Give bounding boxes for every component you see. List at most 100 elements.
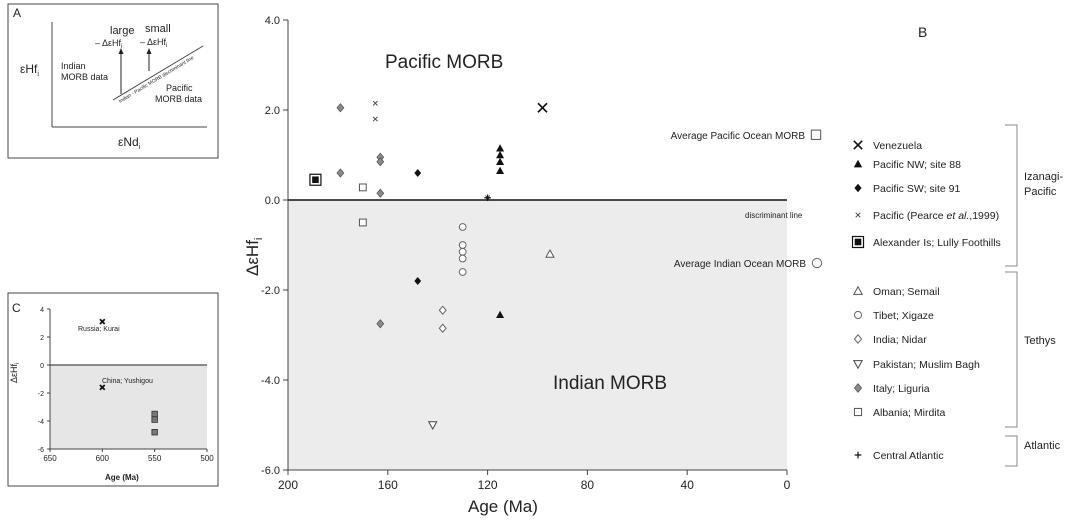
panel-c-points — [99, 318, 158, 436]
data-point — [496, 310, 505, 318]
legend-groups: Izanagi- Pacific Tethys Atlantic — [1005, 124, 1063, 467]
data-point — [438, 323, 447, 334]
data-points — [309, 100, 555, 431]
legend-label: Pakistan; Muslim Bagh — [873, 359, 980, 371]
panel-c-y-label: ΔεHfi — [9, 363, 21, 383]
data-point — [372, 116, 378, 122]
y-axis-label: ΔεHfi — [243, 238, 265, 276]
legend-marker — [853, 310, 863, 320]
panel-a-letter: A — [13, 6, 21, 20]
data-point — [496, 151, 505, 159]
panel-c-x-tick-label: 550 — [148, 454, 162, 463]
data-point — [458, 247, 467, 256]
data-point — [376, 188, 385, 198]
legend-marker — [855, 212, 861, 218]
legend-marker — [854, 183, 862, 193]
x-tick-label: 160 — [378, 478, 398, 492]
panel-c-point — [99, 318, 106, 325]
panel-a-large-arrowhead — [118, 48, 124, 54]
x-tick-label: 80 — [581, 478, 595, 492]
panel-c-point — [151, 410, 158, 418]
legend-label: Alexander Is; Lully Foothills — [873, 237, 1001, 249]
panel-a-indian-2: MORB data — [61, 72, 108, 82]
legend-group-label: Tethys — [1024, 335, 1056, 347]
y-tick-label: -2.0 — [261, 285, 280, 297]
panel-a-discriminant-line — [112, 45, 204, 101]
panel-c-x-label: Age (Ma) — [105, 473, 139, 482]
panel-c-label-russia: Russia; Kurai — [78, 326, 120, 333]
panel-c-indian-region — [50, 365, 207, 449]
panel-a-frame — [7, 3, 219, 159]
panel-c-x-tick-label: 650 — [43, 454, 57, 463]
data-point — [496, 166, 505, 174]
data-point — [496, 157, 505, 165]
legend-marker — [853, 334, 863, 344]
panel-c-y-tick-label: 0 — [40, 363, 44, 370]
data-point — [336, 103, 345, 113]
panel-b-letter: B — [918, 24, 927, 40]
data-point — [458, 268, 467, 276]
panel-a-small-delta: – ΔεHfi — [140, 37, 167, 49]
data-point — [358, 183, 367, 192]
panel-a-y-label: εHfi — [20, 62, 39, 78]
y-tick-label: 2.0 — [265, 105, 280, 117]
legend-marker — [853, 407, 863, 417]
indian-morb-region — [288, 200, 787, 470]
data-point — [438, 305, 447, 316]
panel-c-point — [151, 416, 158, 423]
data-point — [376, 157, 385, 167]
legend-label: Oman; Semail — [873, 286, 940, 298]
legend-label: Central Atlantic — [873, 450, 944, 462]
legend-group-bracket — [1005, 124, 1018, 267]
legend-label: Venezuela — [873, 140, 922, 152]
x-tick-label: 40 — [681, 478, 695, 492]
panel-c-x-tick-label: 600 — [96, 454, 110, 463]
panel-a-small-arrowhead — [146, 48, 152, 54]
legend-marker — [852, 285, 864, 295]
legend-marker — [853, 140, 863, 150]
y-ticks: 4.0 2.0 0.0 -2.0 -4.0 -6.0 — [261, 15, 288, 477]
data-point — [309, 173, 322, 186]
panel-c-point — [151, 428, 158, 436]
legend-marker — [853, 383, 863, 393]
data-point — [496, 144, 505, 152]
panel-c-y-tick-label: -6 — [38, 447, 44, 454]
average-marker — [811, 257, 823, 269]
legend-label: India; Nidar — [873, 334, 927, 346]
panel-a-large-label: large — [110, 25, 134, 37]
legend-group-label: Atlantic — [1024, 440, 1061, 452]
average-label: Average Indian Ocean MORB — [674, 259, 806, 270]
y-tick-label: -6.0 — [261, 465, 280, 477]
legend-label: Pacific (Pearce et al.,1999) — [873, 210, 999, 222]
data-point — [458, 241, 467, 249]
data-point — [414, 277, 422, 285]
x-tick-label: 120 — [478, 478, 498, 492]
panel-c-letter: C — [12, 301, 21, 315]
x-tick-label: 200 — [278, 478, 298, 492]
legend-group-label: Izanagi- — [1024, 171, 1063, 183]
legend-marker — [854, 451, 862, 459]
data-point — [545, 248, 555, 258]
panel-c-y-tick-label: 2 — [40, 335, 44, 342]
data-point — [414, 169, 422, 177]
panel-c-y-tick-label: 4 — [40, 307, 44, 314]
legend-label: Italy; Liguria — [873, 383, 930, 395]
panel-a: A Indian - Pacific MORB discriminant lin… — [7, 3, 219, 159]
panel-a-large-delta: – ΔεHfi — [95, 38, 122, 50]
discriminant-label: discriminant line — [745, 211, 803, 220]
legend-label: Pacific SW; site 91 — [873, 183, 960, 195]
legend-marker — [853, 159, 863, 168]
region-label-pacific: Pacific MORB — [385, 52, 503, 73]
panel-c-y-tick-label: -2 — [38, 391, 44, 398]
legend-group-label: Pacific — [1024, 186, 1057, 198]
legend-label: Pacific NW; site 88 — [873, 159, 961, 171]
panel-a-pacific-2: MORB data — [155, 94, 202, 104]
x-ticks: 200 160 120 80 40 0 — [278, 470, 791, 492]
data-point — [458, 254, 467, 263]
data-point — [427, 421, 438, 431]
average-marker — [810, 129, 822, 140]
y-tick-label: -4.0 — [261, 375, 280, 387]
panel-c-label-china: China; Yushigou — [102, 378, 153, 385]
